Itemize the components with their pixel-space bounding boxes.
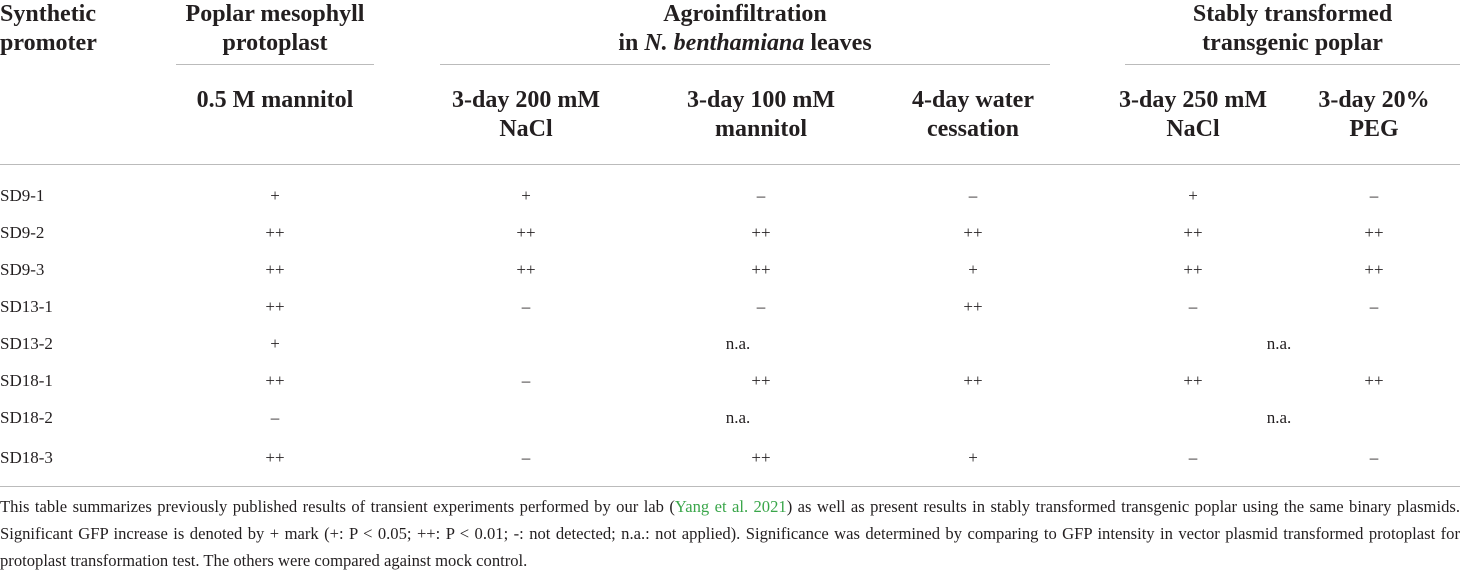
header-text: 3-day 200 mM	[452, 87, 600, 113]
header-text: in	[618, 30, 639, 56]
row-label: SD18-3	[0, 436, 172, 487]
cell: –	[1098, 436, 1288, 487]
group-header: Agroinfiltration in N. benthamiana leaves	[378, 0, 1098, 66]
cell: –	[270, 407, 280, 427]
cell: –	[521, 370, 531, 390]
cell: ++	[265, 370, 285, 390]
header-text: Stably transformed	[1192, 1, 1393, 27]
cell: –	[756, 296, 766, 316]
cell: +	[848, 436, 1098, 487]
cell: n.a.	[725, 407, 751, 427]
cell: ++	[751, 370, 771, 390]
cell: ++	[516, 259, 536, 279]
column-header: 3-day 250 mM NaCl	[1098, 66, 1288, 165]
column-header: 0.5 M mannitol	[172, 66, 378, 165]
cell: n.a.	[1266, 333, 1292, 353]
header-text: 4-day water	[912, 87, 1034, 113]
header-text: cessation	[927, 116, 1019, 142]
cell: ++	[963, 370, 983, 390]
cell: ++	[265, 259, 285, 279]
header-text: Synthetic promoter	[0, 1, 97, 56]
cell: ++	[1183, 222, 1203, 242]
group-header: Stably transformed transgenic poplar	[1098, 0, 1460, 66]
group-header: Poplar mesophyll protoplast	[172, 0, 378, 66]
cell: –	[968, 185, 978, 205]
cell: +	[1188, 185, 1198, 205]
header-text: leaves	[810, 30, 872, 56]
header-text: Agroinfiltration	[663, 1, 827, 27]
cell: +	[521, 185, 531, 205]
row-label-header: Synthetic promoter	[0, 0, 172, 66]
cell: ++	[674, 436, 848, 487]
header-text: PEG	[1349, 116, 1399, 142]
cell: ++	[516, 222, 536, 242]
table-row: SD13-2 + n.a. n.a.	[0, 325, 1460, 362]
cell: –	[756, 185, 766, 205]
cell: n.a.	[725, 333, 751, 353]
cell: +	[270, 333, 280, 353]
header-text: mannitol	[714, 116, 807, 142]
note-text: ) as well as present results in stably t…	[0, 497, 1460, 570]
header-text: NaCl	[1166, 116, 1220, 142]
cell: –	[1369, 185, 1379, 205]
row-label: SD9-2	[0, 222, 45, 242]
row-label: SD13-2	[0, 333, 53, 353]
cell: ++	[265, 296, 285, 316]
cell: +	[968, 259, 978, 279]
cell: ++	[1364, 259, 1384, 279]
header-text: N. benthamiana	[644, 30, 805, 56]
header-text: protoplast	[222, 30, 328, 56]
cell: –	[1369, 296, 1379, 316]
cell: ++	[751, 259, 771, 279]
header-text: 0.5 M mannitol	[196, 87, 354, 113]
table-row: SD9-1 + + – – + –	[0, 165, 1460, 215]
cell: –	[378, 436, 674, 487]
row-label: SD18-1	[0, 370, 53, 390]
table-row: SD18-3 ++ – ++ + – –	[0, 436, 1460, 487]
cell: ++	[265, 222, 285, 242]
note-text: This table summarizes previously publish…	[0, 497, 675, 516]
column-header: 3-day 20% PEG	[1288, 66, 1460, 165]
column-header: 3-day 200 mM NaCl	[378, 66, 674, 165]
cell: ++	[172, 436, 378, 487]
header-text: 3-day 100 mM	[687, 87, 835, 113]
header-text: Poplar mesophyll	[185, 1, 365, 27]
cell: +	[270, 185, 280, 205]
cell: ++	[1364, 370, 1384, 390]
row-label: SD13-1	[0, 296, 53, 316]
cell: ++	[963, 296, 983, 316]
row-label: SD9-1	[0, 185, 45, 205]
cell: –	[1188, 296, 1198, 316]
header-text: 3-day 250 mM	[1119, 87, 1267, 113]
cell: ++	[1183, 259, 1203, 279]
cell: n.a.	[1266, 407, 1292, 427]
results-table: Synthetic promoter Poplar mesophyll proto…	[0, 0, 1460, 487]
header-text: transgenic poplar	[1202, 30, 1383, 56]
cell: ++	[751, 222, 771, 242]
table-note: This table summarizes previously publish…	[0, 487, 1460, 574]
column-header: 3-day 100 mM mannitol	[674, 66, 848, 165]
cell: ++	[1364, 222, 1384, 242]
table-row: SD13-1 ++ – – ++ – –	[0, 288, 1460, 325]
table-row: SD18-2 – n.a. n.a.	[0, 399, 1460, 436]
table-row: SD9-2 ++ ++ ++ ++ ++ ++	[0, 214, 1460, 251]
column-header: 4-day water cessation	[848, 66, 1098, 165]
empty-header	[0, 66, 172, 165]
table-row: SD9-3 ++ ++ ++ + ++ ++	[0, 251, 1460, 288]
cell: ++	[963, 222, 983, 242]
cell: –	[1288, 436, 1460, 487]
row-label: SD9-3	[0, 259, 45, 279]
header-text: NaCl	[499, 116, 553, 142]
header-text: 3-day 20%	[1318, 87, 1430, 113]
table-row: SD18-1 ++ – ++ ++ ++ ++	[0, 362, 1460, 399]
row-label: SD18-2	[0, 407, 53, 427]
cell: ++	[1183, 370, 1203, 390]
cell: –	[521, 296, 531, 316]
citation-link[interactable]: Yang et al. 2021	[674, 497, 787, 516]
